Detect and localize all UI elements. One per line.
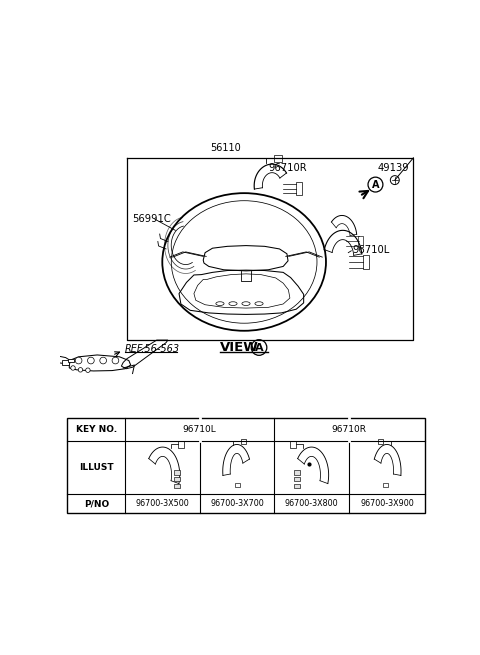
Circle shape xyxy=(75,357,82,364)
Text: 56991C: 56991C xyxy=(132,214,171,224)
Circle shape xyxy=(78,367,83,372)
Bar xyxy=(294,483,300,488)
Circle shape xyxy=(100,357,107,364)
Bar xyxy=(378,440,383,445)
Text: A: A xyxy=(255,343,264,352)
Text: 96700-3X900: 96700-3X900 xyxy=(360,499,414,508)
Bar xyxy=(296,182,302,195)
Text: REF.56-563: REF.56-563 xyxy=(125,344,180,354)
Text: ILLUST: ILLUST xyxy=(79,463,114,472)
Bar xyxy=(240,440,246,445)
Bar xyxy=(383,483,388,487)
Bar xyxy=(174,477,180,481)
Text: 96700-3X700: 96700-3X700 xyxy=(210,499,264,508)
Circle shape xyxy=(112,357,119,364)
Bar xyxy=(235,483,240,487)
Bar xyxy=(67,418,424,513)
Text: VIEW: VIEW xyxy=(220,341,259,354)
Bar xyxy=(178,441,184,448)
Circle shape xyxy=(71,365,75,370)
Circle shape xyxy=(85,368,90,373)
Text: 96710L: 96710L xyxy=(183,425,216,434)
Bar xyxy=(290,441,296,448)
Text: A: A xyxy=(372,179,379,189)
Bar xyxy=(174,483,180,488)
Text: 96710L: 96710L xyxy=(352,245,389,255)
Bar xyxy=(294,470,300,475)
Text: 96700-3X500: 96700-3X500 xyxy=(136,499,190,508)
Text: 96700-3X800: 96700-3X800 xyxy=(285,499,338,508)
Bar xyxy=(274,155,282,162)
Bar xyxy=(174,470,180,475)
Text: P/NO: P/NO xyxy=(84,499,109,508)
Circle shape xyxy=(87,357,94,364)
Bar xyxy=(52,363,56,365)
Text: 49139: 49139 xyxy=(378,163,410,173)
Text: KEY NO.: KEY NO. xyxy=(76,425,117,434)
Bar xyxy=(358,236,363,247)
Text: 96710R: 96710R xyxy=(268,163,307,173)
Text: 56110: 56110 xyxy=(210,143,241,153)
Bar xyxy=(62,360,69,365)
Text: 96710R: 96710R xyxy=(332,425,367,434)
Bar xyxy=(363,255,369,269)
Bar xyxy=(52,359,56,362)
Bar xyxy=(68,359,74,362)
Bar xyxy=(294,477,300,481)
